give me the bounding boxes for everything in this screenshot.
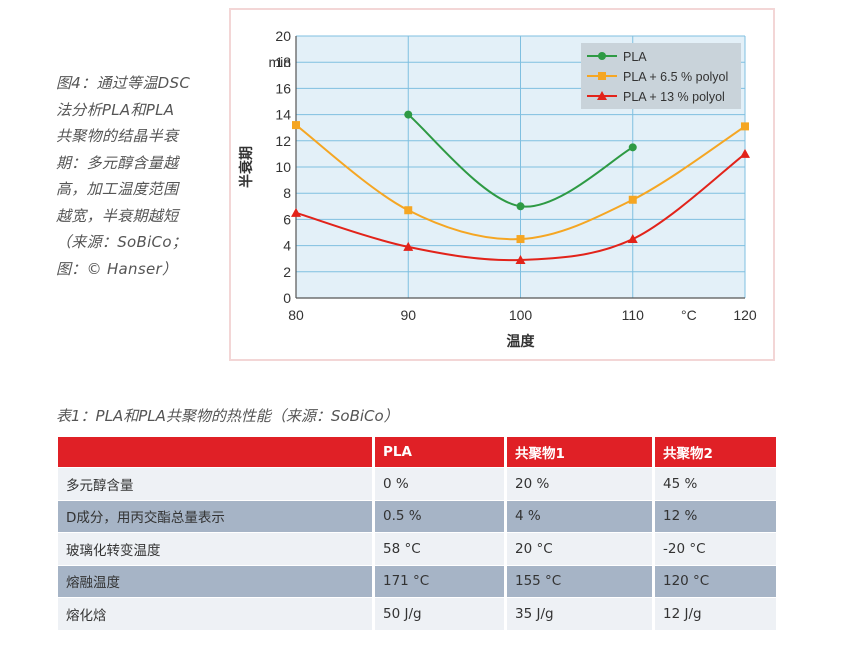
x-unit-label: °C xyxy=(681,307,697,323)
x-tick-label: 80 xyxy=(288,307,304,323)
data-point xyxy=(404,110,413,119)
data-point xyxy=(628,195,637,204)
y-tick-label: 18 xyxy=(275,54,291,70)
caption-line: 期：多元醇含量越 xyxy=(56,153,179,172)
caption-line: 图4：通过等温DSC xyxy=(56,74,191,92)
y-tick-label: 10 xyxy=(275,159,291,175)
half-life-chart: 0 2 4 6 8 10 12 14 16 18 20 min 80 90 100 110 120 °C 温度 半衰期… xyxy=(238,28,757,349)
table-cell: 120 °C xyxy=(653,565,776,598)
x-tick-label: 110 xyxy=(622,307,645,323)
y-tick-label: 2 xyxy=(283,264,291,280)
y-tick-label: 12 xyxy=(275,133,291,149)
data-point xyxy=(404,206,413,215)
table-cell: -20 °C xyxy=(653,532,776,566)
legend-swatch-marker xyxy=(598,52,606,60)
table-header-cell xyxy=(58,437,375,468)
data-point xyxy=(516,235,525,244)
table-cell: 12 % xyxy=(653,500,776,533)
data-point xyxy=(628,143,637,152)
table-cell: 20 % xyxy=(505,467,655,501)
caption-line: （来源：SoBiCo； xyxy=(56,233,188,251)
table-cell: 玻璃化转变温度 xyxy=(58,532,375,566)
table-row: 多元醇含量 0 % 20 % 45 % xyxy=(58,467,776,501)
y-axis-title: 半衰期 xyxy=(238,146,254,188)
data-point xyxy=(403,241,414,251)
table-cell: 58 °C xyxy=(373,532,507,566)
legend-label: PLA + 6.5 % polyol xyxy=(623,70,728,84)
caption-line: 越宽，半衰期越短 xyxy=(56,206,179,225)
y-tick-label: 14 xyxy=(275,107,291,123)
data-point xyxy=(291,207,301,217)
y-unit-label: min xyxy=(268,54,291,70)
caption-line: 图：© Hanser） xyxy=(56,259,178,278)
table-row: 熔融温度 171 °C 155 °C 120 °C xyxy=(58,565,776,598)
table-cell: 熔融温度 xyxy=(58,565,375,598)
legend-swatch-marker xyxy=(598,72,606,80)
x-tick-label: 90 xyxy=(400,307,416,323)
table-cell: 多元醇含量 xyxy=(58,467,375,501)
table-row: 玻璃化转变温度 58 °C 20 °C -20 °C xyxy=(58,532,776,566)
caption-line: 共聚物的结晶半衰 xyxy=(56,127,179,145)
table-cell: 45 % xyxy=(653,467,776,501)
data-point xyxy=(741,122,749,131)
table-cell: 171 °C xyxy=(373,565,507,598)
table-header-cell: PLA xyxy=(373,437,507,468)
x-axis-title: 温度 xyxy=(507,333,536,349)
legend-label: PLA + 13 % polyol xyxy=(623,90,725,104)
table-cell: 熔化焓 xyxy=(58,597,375,631)
thermal-properties-table: PLA 共聚物1 共聚物2 多元醇含量 0 % 20 % 45 % D成分，用丙… xyxy=(58,437,776,631)
y-tick-label: 8 xyxy=(283,185,291,201)
table-cell: 12 J/g xyxy=(653,597,776,631)
table-cell: 0 % xyxy=(373,467,507,501)
caption-line: 高，加工温度范围 xyxy=(56,180,179,198)
y-tick-label: 0 xyxy=(283,290,291,306)
table-row: 熔化焓 50 J/g 35 J/g 12 J/g xyxy=(58,597,776,631)
y-tick-label: 4 xyxy=(283,238,291,254)
table-cell: 0.5 % xyxy=(373,500,507,533)
x-tick-label: 100 xyxy=(509,307,533,323)
legend-swatch-marker xyxy=(597,91,607,100)
table-cell: 155 °C xyxy=(505,565,655,598)
table-cell: D成分，用丙交酯总量表示 xyxy=(58,500,375,533)
table-header-cell: 共聚物2 xyxy=(653,437,776,468)
y-tick-label: 6 xyxy=(283,211,291,227)
table-title: 表1：PLA和PLA共聚物的热性能（来源：SoBiCo） xyxy=(56,407,399,425)
table-cell: 20 °C xyxy=(505,532,655,566)
y-tick-label: 20 xyxy=(275,28,291,44)
caption-line: 法分析PLA和PLA xyxy=(56,100,175,119)
legend-label: PLA xyxy=(623,50,647,64)
chart-frame: 0 2 4 6 8 10 12 14 16 18 20 min 80 90 100 110 120 °C 温度 半衰期… xyxy=(229,8,775,361)
data-point xyxy=(627,234,638,244)
table-cell: 35 J/g xyxy=(505,597,655,631)
table-cell: 4 % xyxy=(505,500,655,533)
table-header-row: PLA 共聚物1 共聚物2 xyxy=(58,437,776,468)
data-point xyxy=(292,121,300,130)
x-tick-label: 120 xyxy=(733,307,757,323)
figure-caption: 图4：通过等温DSC 法分析PLA和PLA 共聚物的结晶半衰 期：多元醇含量越 … xyxy=(56,70,226,282)
table-cell: 50 J/g xyxy=(373,597,507,631)
data-point xyxy=(516,202,525,211)
y-tick-label: 16 xyxy=(275,80,291,96)
data-point xyxy=(740,148,750,158)
table-row: D成分，用丙交酯总量表示 0.5 % 4 % 12 % xyxy=(58,500,776,533)
table-header-cell: 共聚物1 xyxy=(505,437,655,468)
data-point xyxy=(515,255,526,265)
